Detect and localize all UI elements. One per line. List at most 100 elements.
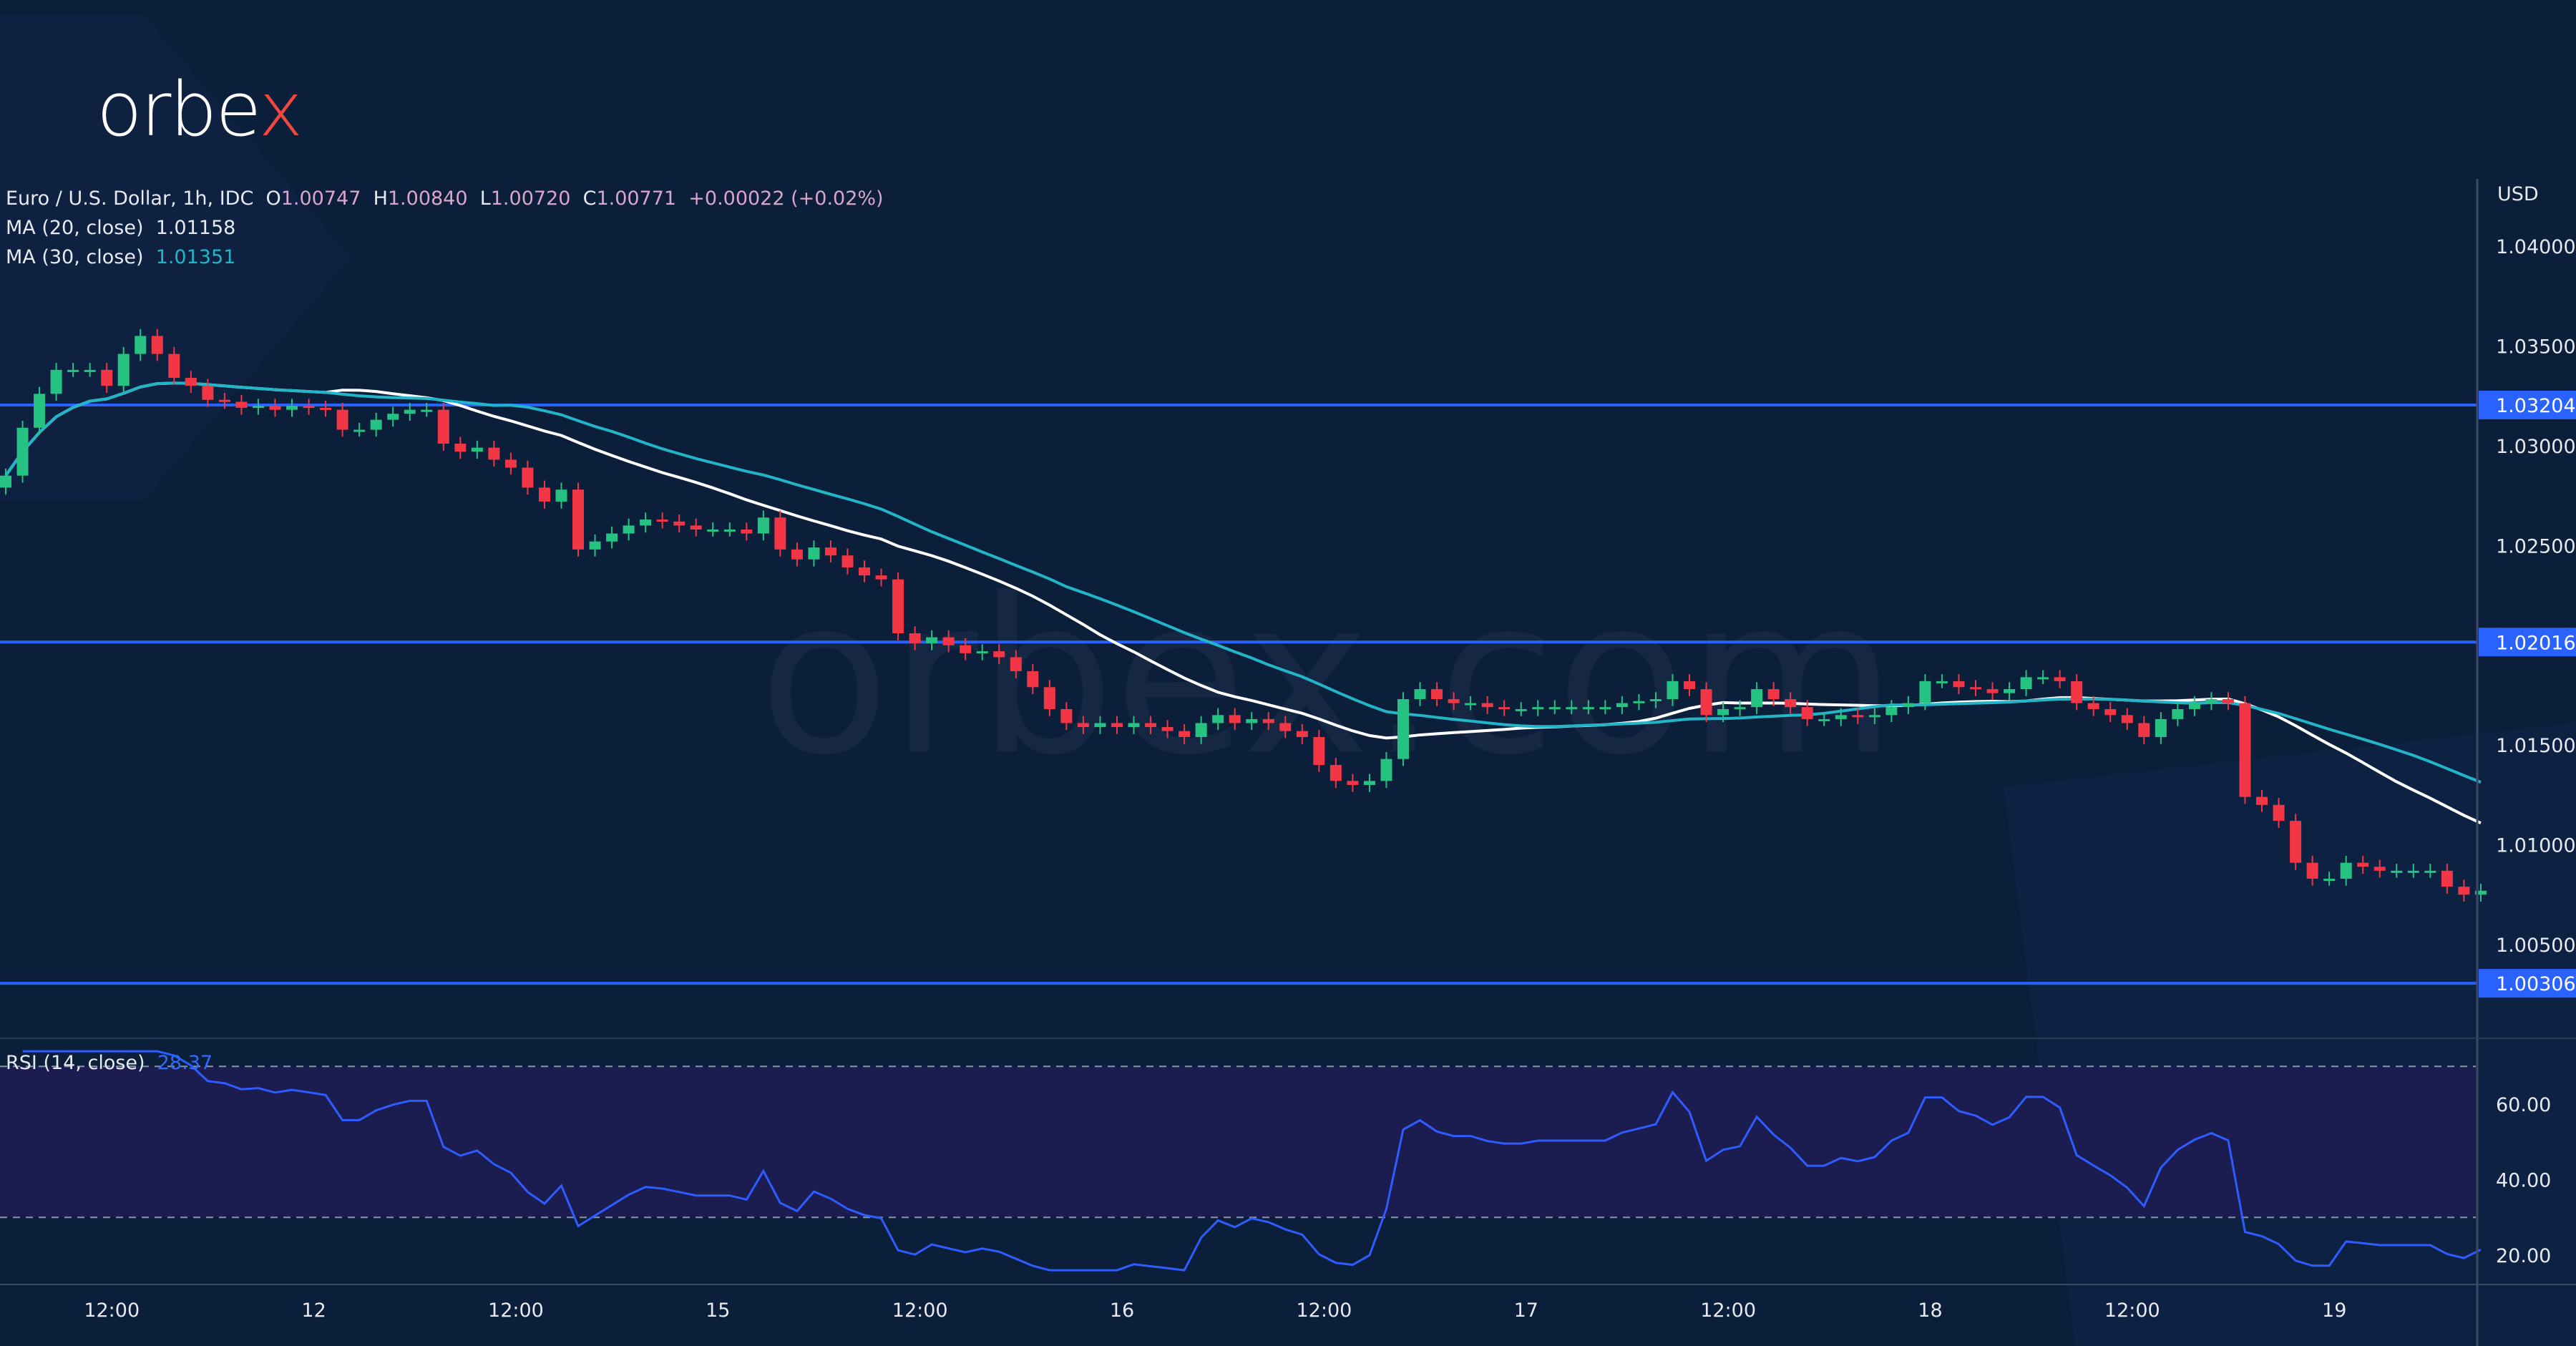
candle-up[interactable] — [1094, 723, 1106, 728]
candle-down[interactable] — [269, 406, 281, 410]
candle-up[interactable] — [2205, 699, 2218, 703]
candle-up[interactable] — [2188, 703, 2200, 709]
candle-down[interactable] — [1077, 723, 1089, 728]
candle-down[interactable] — [1145, 723, 1157, 728]
candle-down[interactable] — [488, 447, 500, 460]
candle-up[interactable] — [589, 541, 601, 550]
candle-down[interactable] — [1043, 687, 1055, 709]
candle-up[interactable] — [2474, 890, 2487, 895]
candle-down[interactable] — [1296, 731, 1308, 737]
candle-down[interactable] — [960, 645, 972, 653]
candle-up[interactable] — [117, 353, 130, 386]
candle-down[interactable] — [2104, 708, 2117, 716]
candle-up[interactable] — [286, 406, 298, 410]
candle-down[interactable] — [151, 336, 163, 354]
candle-up[interactable] — [808, 547, 820, 560]
candle-up[interactable] — [976, 651, 988, 654]
candle-down[interactable] — [824, 547, 836, 556]
candle-up[interactable] — [1363, 781, 1375, 785]
candle-down[interactable] — [1262, 718, 1274, 723]
rsi-legend[interactable]: RSI (14, close) 28.37 — [6, 1052, 213, 1074]
candle-down[interactable] — [942, 637, 955, 645]
candle-down[interactable] — [859, 567, 871, 576]
candle-down[interactable] — [2071, 681, 2083, 703]
candle-down[interactable] — [1161, 727, 1174, 731]
candle-up[interactable] — [471, 447, 483, 452]
candle-down[interactable] — [1111, 723, 1123, 728]
candle-up[interactable] — [404, 409, 416, 414]
candle-up[interactable] — [1246, 718, 1258, 723]
candle-up[interactable] — [2323, 878, 2336, 881]
candle-up[interactable] — [1128, 723, 1140, 728]
candle-up[interactable] — [2037, 677, 2049, 680]
candle-down[interactable] — [437, 409, 449, 444]
candle-up[interactable] — [1868, 715, 1880, 718]
candle-up[interactable] — [707, 529, 719, 532]
candle-up[interactable] — [84, 369, 96, 372]
candle-down[interactable] — [1785, 699, 1797, 708]
candle-up[interactable] — [1936, 681, 1948, 683]
candle-up[interactable] — [387, 414, 399, 420]
candle-up[interactable] — [1751, 689, 1763, 708]
candle-down[interactable] — [320, 407, 332, 410]
candle-down[interactable] — [2087, 703, 2099, 709]
candle-up[interactable] — [1582, 707, 1594, 710]
candle-up[interactable] — [1380, 759, 1392, 781]
candle-up[interactable] — [1414, 689, 1426, 700]
ma30-legend[interactable]: MA (30, close) 1.01351 — [6, 246, 236, 268]
candle-up[interactable] — [1532, 707, 1544, 710]
candle-down[interactable] — [1179, 731, 1191, 737]
candle-up[interactable] — [1616, 703, 1628, 708]
candle-up[interactable] — [1667, 681, 1679, 700]
candle-down[interactable] — [454, 444, 467, 452]
candle-down[interactable] — [2054, 677, 2066, 681]
ma30-line[interactable] — [4, 381, 2482, 784]
candle-down[interactable] — [2458, 887, 2470, 895]
candle-down[interactable] — [1852, 715, 1864, 718]
candle-up[interactable] — [2340, 862, 2352, 879]
candle-up[interactable] — [723, 529, 736, 532]
candle-down[interactable] — [1953, 681, 1965, 688]
candle-up[interactable] — [1212, 715, 1224, 723]
candle-down[interactable] — [2441, 870, 2453, 887]
candle-up[interactable] — [1566, 707, 1578, 710]
candle-down[interactable] — [218, 399, 230, 402]
candle-down[interactable] — [1010, 657, 1022, 671]
candle-down[interactable] — [1347, 781, 1359, 785]
candle-down[interactable] — [1229, 715, 1241, 723]
candle-down[interactable] — [791, 549, 803, 560]
candle-up[interactable] — [606, 533, 618, 542]
candle-up[interactable] — [67, 369, 79, 372]
candle-up[interactable] — [421, 409, 433, 412]
candle-down[interactable] — [522, 467, 534, 488]
ma20-legend[interactable]: MA (20, close) 1.01158 — [6, 217, 236, 239]
candle-down[interactable] — [993, 651, 1005, 658]
candle-down[interactable] — [2256, 796, 2268, 805]
candle-down[interactable] — [1767, 689, 1780, 700]
candle-down[interactable] — [2373, 867, 2386, 871]
candle-down[interactable] — [741, 529, 753, 534]
candle-up[interactable] — [2407, 870, 2419, 873]
candle-down[interactable] — [101, 369, 113, 386]
candle-down[interactable] — [185, 378, 197, 386]
candle-up[interactable] — [135, 336, 147, 354]
candle-up[interactable] — [1599, 707, 1611, 710]
candle-up[interactable] — [1818, 718, 1830, 721]
candle-up[interactable] — [1919, 681, 1931, 703]
candle-up[interactable] — [2004, 689, 2016, 693]
candle-up[interactable] — [1902, 703, 1914, 708]
candle-down[interactable] — [1027, 670, 1039, 688]
candle-down[interactable] — [656, 520, 668, 522]
candle-down[interactable] — [690, 525, 702, 530]
candle-down[interactable] — [2290, 821, 2302, 863]
candle-down[interactable] — [2222, 699, 2234, 703]
candle-up[interactable] — [1885, 707, 1898, 716]
candle-up[interactable] — [353, 429, 366, 432]
candle-up[interactable] — [757, 517, 769, 534]
candle-down[interactable] — [1986, 689, 1999, 693]
candle-up[interactable] — [370, 419, 382, 430]
candle-down[interactable] — [841, 555, 854, 567]
candle-up[interactable] — [2020, 677, 2032, 690]
candle-down[interactable] — [504, 459, 517, 468]
candle-down[interactable] — [1498, 707, 1511, 710]
